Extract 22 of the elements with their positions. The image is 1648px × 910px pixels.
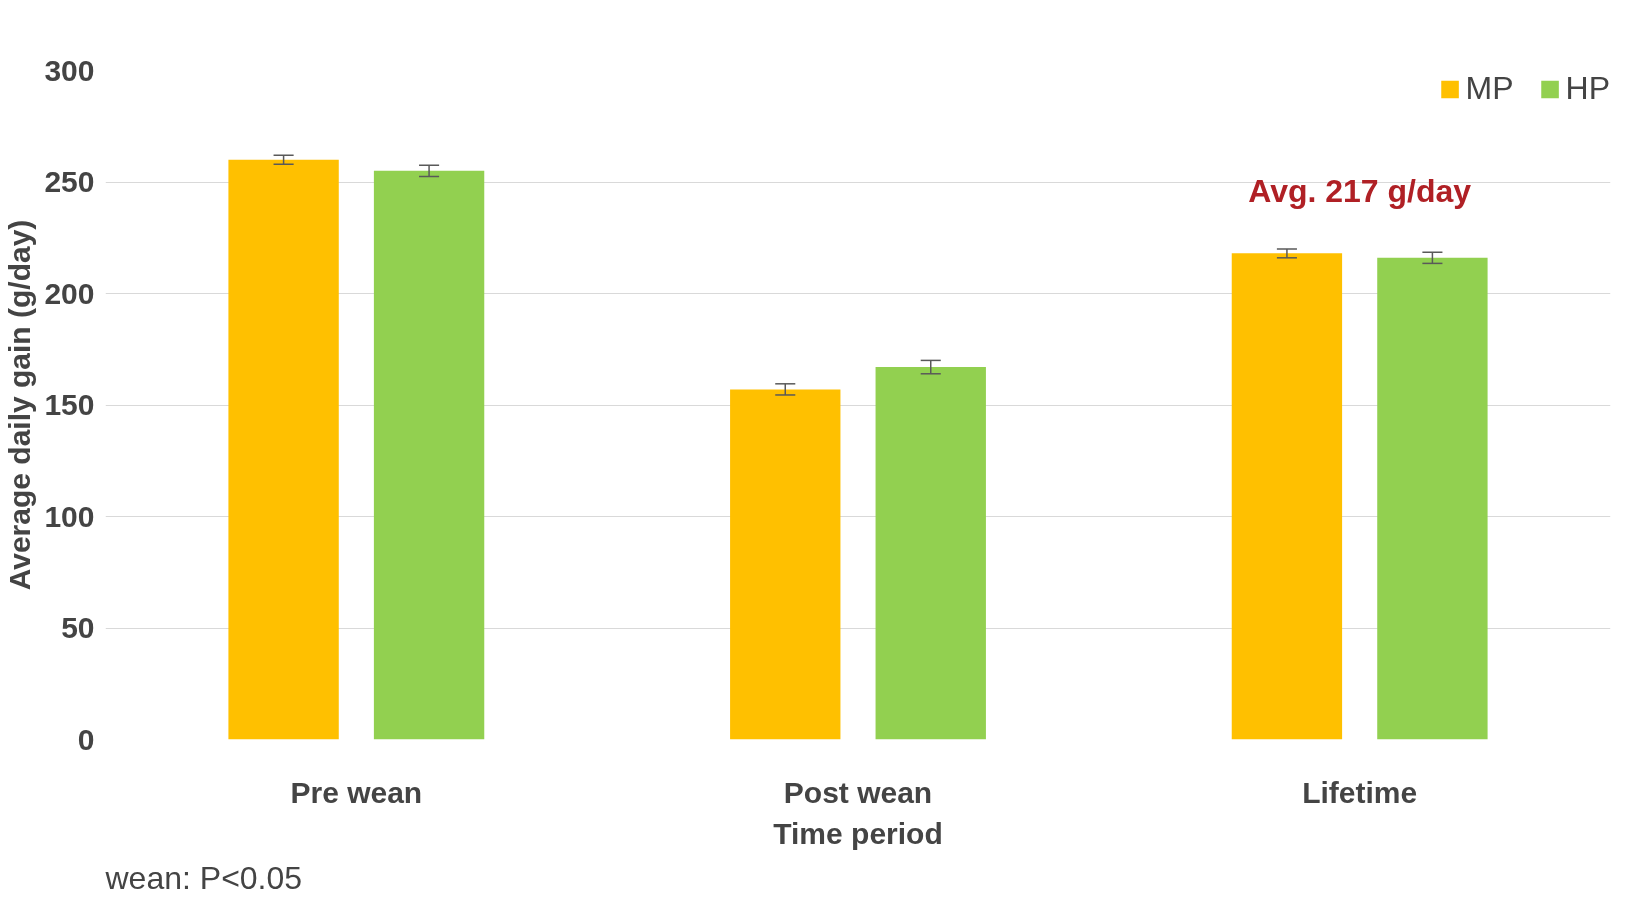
x-axis-title: Time period — [773, 816, 943, 850]
bar — [1377, 257, 1488, 740]
bar — [875, 367, 986, 740]
bar — [1231, 253, 1343, 740]
y-tick-label: 150 — [44, 388, 95, 421]
bar — [730, 389, 841, 740]
bar — [373, 170, 485, 740]
text: wean: P<0.05 — [104, 859, 303, 896]
x-tick-label: Post wean — [783, 775, 933, 809]
legend-label: HP — [1565, 70, 1610, 107]
x-tick-label: Pre wean — [290, 775, 423, 809]
annotation: Avg. 217 g/day — [1248, 172, 1472, 209]
y-axis-title: Average daily gain (g/day) — [3, 219, 37, 591]
bar — [228, 159, 339, 740]
legend-label: MP — [1465, 70, 1514, 107]
y-tick-label: 200 — [44, 276, 95, 310]
x-tick-label: Lifetime — [1302, 775, 1418, 809]
y-tick-label: 50 — [61, 611, 95, 644]
y-tick-label: 0 — [77, 722, 95, 756]
y-tick-label: 250 — [44, 165, 95, 198]
y-tick-label: 100 — [44, 499, 95, 533]
y-tick-label: 300 — [44, 53, 95, 87]
